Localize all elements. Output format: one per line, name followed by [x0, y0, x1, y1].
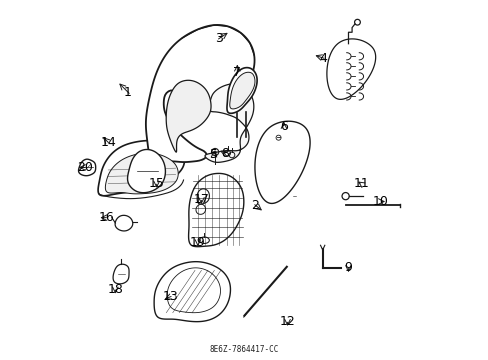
Text: 4: 4 [319, 51, 326, 64]
Text: 6: 6 [280, 120, 287, 133]
Circle shape [214, 151, 216, 153]
Text: 2: 2 [251, 199, 259, 212]
Text: 13: 13 [163, 290, 179, 303]
Text: 17: 17 [193, 193, 209, 206]
Text: 14: 14 [100, 136, 116, 149]
Text: 1: 1 [124, 86, 132, 99]
Text: 16: 16 [99, 211, 114, 224]
Polygon shape [226, 68, 257, 113]
Text: 8E6Z-7864417-CC: 8E6Z-7864417-CC [209, 345, 279, 354]
Text: 12: 12 [279, 315, 295, 328]
Polygon shape [154, 262, 230, 321]
Text: 9: 9 [344, 261, 352, 274]
Polygon shape [98, 140, 184, 196]
Text: 8: 8 [220, 147, 228, 159]
Polygon shape [145, 25, 254, 162]
Polygon shape [229, 72, 254, 109]
Text: 3: 3 [215, 32, 223, 45]
Text: 10: 10 [372, 195, 388, 208]
Text: 5: 5 [209, 148, 218, 161]
Text: 19: 19 [190, 236, 205, 249]
Polygon shape [105, 153, 178, 194]
Text: 15: 15 [148, 177, 164, 190]
Text: 11: 11 [352, 177, 368, 190]
Text: 7: 7 [233, 66, 241, 79]
Polygon shape [204, 84, 253, 162]
Polygon shape [254, 121, 309, 203]
Text: 18: 18 [107, 283, 123, 296]
Polygon shape [127, 149, 165, 193]
Polygon shape [166, 80, 211, 152]
Text: 20: 20 [77, 161, 93, 174]
Polygon shape [79, 159, 96, 176]
